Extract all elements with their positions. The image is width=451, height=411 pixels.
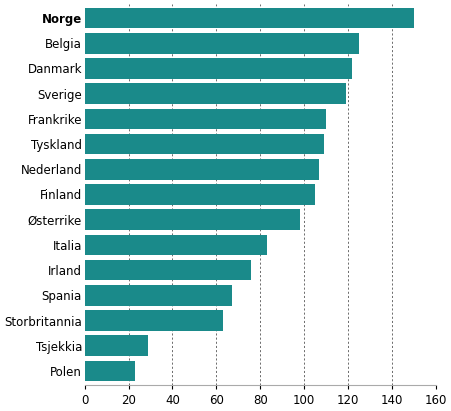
Bar: [85, 209, 299, 230]
Bar: [85, 8, 414, 28]
Bar: [85, 109, 326, 129]
Bar: [85, 159, 319, 180]
Bar: [85, 184, 315, 205]
Bar: [85, 134, 324, 155]
Bar: [85, 58, 352, 79]
Bar: [85, 310, 223, 331]
Bar: [85, 260, 251, 280]
Bar: [85, 335, 148, 356]
Bar: [85, 33, 359, 53]
Bar: [85, 360, 135, 381]
Bar: [85, 83, 346, 104]
Bar: [85, 235, 267, 255]
Bar: [85, 285, 232, 306]
